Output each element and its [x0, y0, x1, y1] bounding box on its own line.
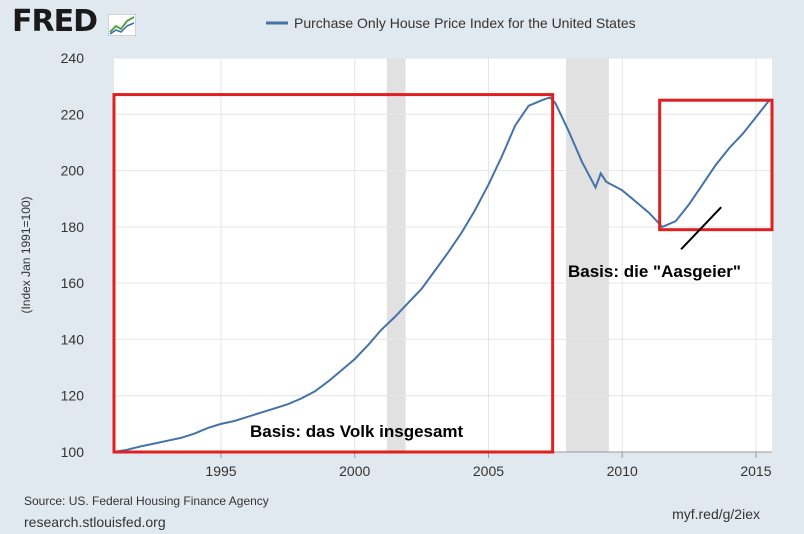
recession-band [566, 58, 609, 452]
x-axis: 1995 2000 2005 2010 2015 [114, 451, 772, 479]
annotation-boxes [112, 93, 774, 454]
source-note: Source: US. Federal Housing Finance Agen… [24, 494, 269, 508]
annotation-arrow [680, 206, 722, 251]
y-tick-label: 200 [61, 163, 85, 179]
x-tick-label: 2005 [473, 463, 504, 479]
y-axis-label: (Index Jan 1991=100) [19, 196, 33, 313]
x-tick-label: 2015 [740, 463, 771, 479]
annotation-box-right [658, 98, 774, 232]
y-tick-label: 180 [61, 219, 85, 235]
left-box-label: Basis: das Volk insgesamt [250, 422, 464, 441]
right-box-label: Basis: die "Aasgeier" [568, 262, 741, 281]
line-graph-icon [108, 14, 136, 36]
y-axis: 100 120 140 160 180 200 220 240 [61, 50, 85, 460]
y-tick-label: 100 [61, 444, 85, 460]
series-line[interactable] [113, 96, 771, 453]
recession-shading [386, 58, 609, 452]
short-url-link[interactable]: myf.red/g/2iex [672, 506, 760, 522]
legend[interactable]: Purchase Only House Price Index for the … [266, 15, 636, 31]
plot-background [114, 58, 772, 452]
x-tick-label: 2000 [339, 463, 370, 479]
y-tick-label: 240 [61, 50, 85, 66]
y-tick-label: 120 [61, 388, 85, 404]
x-tick-label: 1995 [205, 463, 236, 479]
x-tick-label: 2010 [607, 463, 638, 479]
annotation-box-left [112, 93, 555, 454]
y-tick-label: 160 [61, 275, 85, 291]
legend-label: Purchase Only House Price Index for the … [294, 15, 636, 31]
fred-logo[interactable]: FRED [12, 4, 98, 39]
y-tick-label: 220 [61, 106, 85, 122]
y-tick-label: 140 [61, 331, 85, 347]
recession-band [386, 58, 406, 452]
gridlines [114, 57, 772, 453]
site-link[interactable]: research.stlouisfed.org [24, 514, 166, 530]
